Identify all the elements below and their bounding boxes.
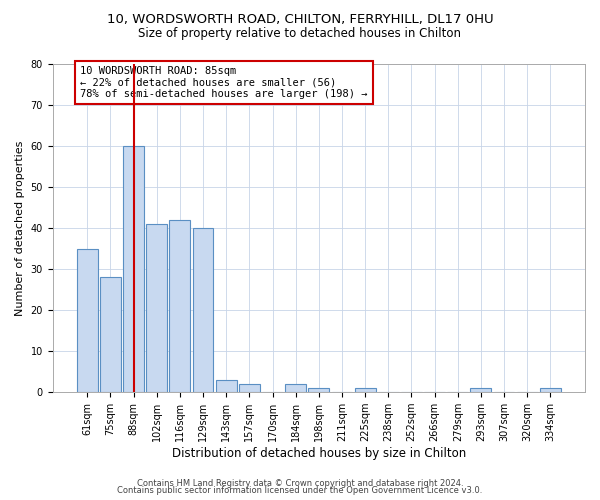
Bar bbox=[216, 380, 236, 392]
Bar bbox=[123, 146, 144, 392]
Text: 10 WORDSWORTH ROAD: 85sqm
← 22% of detached houses are smaller (56)
78% of semi-: 10 WORDSWORTH ROAD: 85sqm ← 22% of detac… bbox=[80, 66, 368, 100]
Bar bbox=[146, 224, 167, 392]
X-axis label: Distribution of detached houses by size in Chilton: Distribution of detached houses by size … bbox=[172, 447, 466, 460]
Bar bbox=[169, 220, 190, 392]
Text: Size of property relative to detached houses in Chilton: Size of property relative to detached ho… bbox=[139, 28, 461, 40]
Bar bbox=[193, 228, 214, 392]
Text: Contains public sector information licensed under the Open Government Licence v3: Contains public sector information licen… bbox=[118, 486, 482, 495]
Bar bbox=[285, 384, 306, 392]
Text: 10, WORDSWORTH ROAD, CHILTON, FERRYHILL, DL17 0HU: 10, WORDSWORTH ROAD, CHILTON, FERRYHILL,… bbox=[107, 12, 493, 26]
Bar bbox=[355, 388, 376, 392]
Y-axis label: Number of detached properties: Number of detached properties bbox=[15, 140, 25, 316]
Bar bbox=[77, 248, 98, 392]
Bar bbox=[100, 278, 121, 392]
Bar bbox=[308, 388, 329, 392]
Bar bbox=[540, 388, 561, 392]
Bar bbox=[239, 384, 260, 392]
Text: Contains HM Land Registry data © Crown copyright and database right 2024.: Contains HM Land Registry data © Crown c… bbox=[137, 478, 463, 488]
Bar bbox=[470, 388, 491, 392]
